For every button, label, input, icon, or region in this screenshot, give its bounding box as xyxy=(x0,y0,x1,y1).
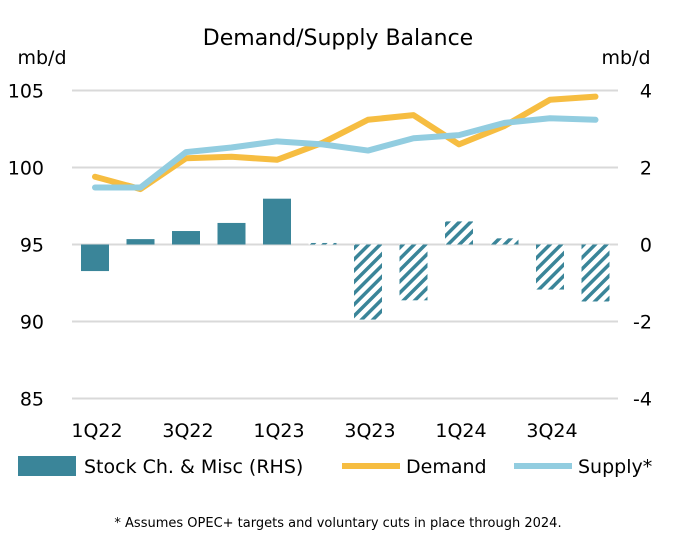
x-tick-label: 3Q24 xyxy=(526,420,577,442)
right-tick-label: 0 xyxy=(640,235,652,257)
bar-1Q24 xyxy=(445,221,473,245)
bar-1Q23 xyxy=(263,198,291,245)
right-tick-label: -4 xyxy=(633,389,652,411)
bar-4Q24 xyxy=(581,244,610,302)
left-axis-unit: mb/d xyxy=(17,47,66,69)
bar-2Q22 xyxy=(126,239,155,245)
left-tick-label: 100 xyxy=(8,158,44,180)
bar-4Q23 xyxy=(399,244,428,301)
legend-label-demand: Demand xyxy=(406,456,487,478)
bar-3Q23 xyxy=(354,244,382,320)
right-tick-label: 4 xyxy=(640,81,652,103)
line-demand xyxy=(92,93,599,193)
x-tick-label: 1Q23 xyxy=(253,420,304,442)
bar-4Q22 xyxy=(217,222,246,245)
right-tick-label: -2 xyxy=(633,312,652,334)
legend-swatch-stock xyxy=(18,456,76,476)
chart-title: Demand/Supply Balance xyxy=(203,26,473,51)
right-axis-unit: mb/d xyxy=(601,47,650,69)
left-tick-label: 105 xyxy=(8,81,44,103)
left-tick-label: 85 xyxy=(20,389,44,411)
legend-label-supply: Supply* xyxy=(578,456,652,478)
x-tick-label: 1Q22 xyxy=(71,420,122,442)
left-tick-label: 95 xyxy=(20,235,44,257)
bar-1Q22 xyxy=(81,244,109,272)
x-tick-label: 3Q22 xyxy=(162,420,213,442)
left-tick-label: 90 xyxy=(20,312,44,334)
footnote: * Assumes OPEC+ targets and voluntary cu… xyxy=(114,516,561,531)
x-tick-label: 1Q24 xyxy=(435,420,486,442)
x-tick-label: 3Q23 xyxy=(344,420,395,442)
right-tick-label: 2 xyxy=(640,158,652,180)
bar-3Q24 xyxy=(536,244,564,290)
bar-2Q23 xyxy=(308,242,337,245)
bar-2Q24 xyxy=(490,238,519,245)
legend-label-stock: Stock Ch. & Misc (RHS) xyxy=(84,456,303,478)
line-supply xyxy=(92,115,599,191)
bar-3Q22 xyxy=(172,231,200,245)
